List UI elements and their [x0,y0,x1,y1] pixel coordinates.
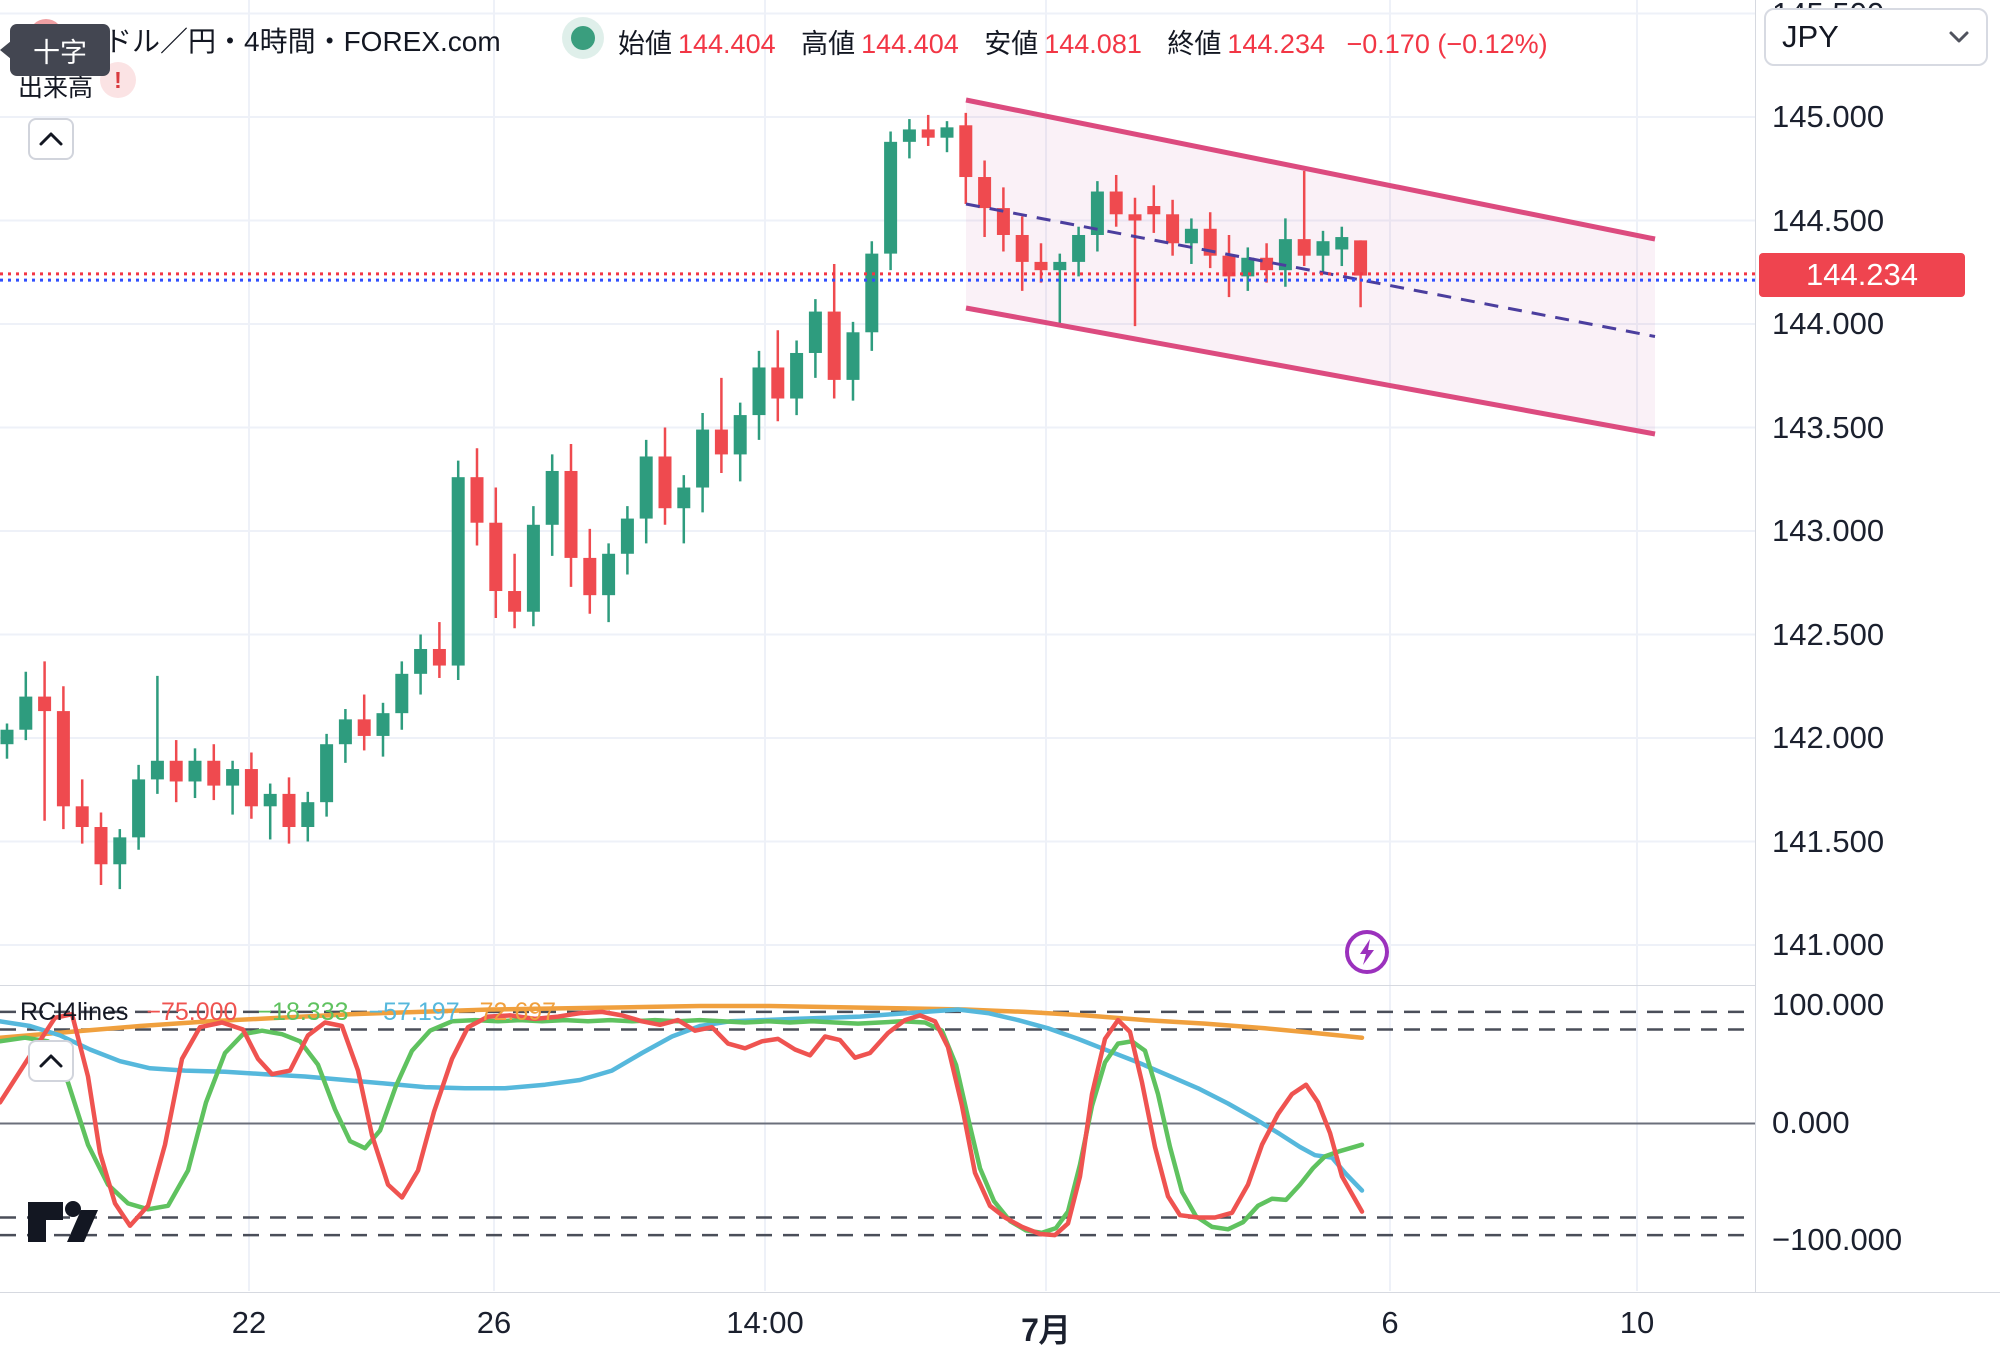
close-label: 終値 [1167,29,1222,59]
crosshair-tooltip: 十字 [0,24,110,76]
tradingview-logo-icon [28,1201,98,1242]
time-axis-label: 22 [231,1305,267,1340]
price-axis[interactable]: 145.500145.000144.500144.000143.500143.0… [1755,0,2000,1292]
rci-orange [0,1003,1365,1040]
price-axis-label: 144.000 [1772,306,1885,341]
rci-green [0,1017,1365,1236]
currency-selector[interactable]: JPY [1764,8,1988,66]
volume-legend: 出来高 [18,74,94,102]
price-axis-label: 141.500 [1772,823,1885,859]
high-label: 高値 [801,29,856,59]
low-label: 安値 [984,29,1039,59]
rci-indicator-pane[interactable] [0,985,1755,1291]
tradingview-logo[interactable] [28,1194,98,1251]
rci-axis-label: 0.000 [1772,1104,1850,1140]
chevron-up-icon [39,1054,63,1068]
price-axis-label: 143.000 [1772,513,1885,548]
rci-value-orange: 72.697 [479,998,557,1026]
price-axis-label: 142.500 [1772,616,1885,652]
price-axis-label: 145.000 [1772,99,1885,134]
open-value: 144.404 [678,29,776,59]
time-axis-label: 10 [1619,1305,1655,1340]
close-value: 144.234 [1227,29,1325,59]
market-status-icon [571,26,595,50]
time-axis-label: 7月 [1021,1312,1071,1348]
time-axis[interactable]: 22 26 14:00 7月 6 10 [0,1292,2000,1352]
collapse-indicator-pane-button[interactable] [28,1040,74,1082]
open-label: 始値 [618,29,672,59]
rci-value-cyan: −57.197 [368,998,460,1026]
rci-value-green: −18.333 [257,998,349,1026]
high-value: 144.404 [861,29,959,59]
tooltip-text: 十字 [10,24,110,76]
rci-legend: RCI4lines −75.000 −18.333 −57.197 72.697 [20,998,576,1027]
tooltip-arrow [0,41,11,59]
ohlc-values: 始値 144.404 高値 144.404 安値 144.081 終値 144.234 … [618,22,1548,61]
chevron-up-icon [39,132,63,146]
main-chart[interactable] [0,0,1755,985]
rci-name: RCI4lines [20,998,129,1026]
symbol-title: 米ドル／円・4時間・FOREX.com [76,26,501,57]
price-axis-label: 143.500 [1772,409,1885,445]
time-axis-label: 14:00 [726,1305,804,1340]
price-axis-label: 142.000 [1772,720,1885,755]
rci-red [0,1009,1365,1238]
price-axis-label: 141.000 [1772,927,1885,962]
rci-axis-label: 100.000 [1772,987,1885,1022]
chevron-down-icon [1949,31,1969,43]
lightning-button[interactable] [1341,926,1393,978]
rci-axis-label: −100.000 [1772,1222,1903,1257]
collapse-main-pane-button[interactable] [28,118,74,160]
low-value: 144.081 [1044,29,1142,59]
lightning-icon [1345,930,1389,974]
change-value: −0.170 (−0.12%) [1346,29,1548,59]
rci-value-red: −75.000 [146,998,238,1026]
price-axis-label: 144.500 [1772,202,1885,238]
time-axis-label: 26 [476,1305,512,1340]
time-axis-label: 6 [1381,1305,1399,1340]
current-price-badge: 144.234 [1759,253,1965,297]
currency-label: JPY [1782,19,1839,54]
